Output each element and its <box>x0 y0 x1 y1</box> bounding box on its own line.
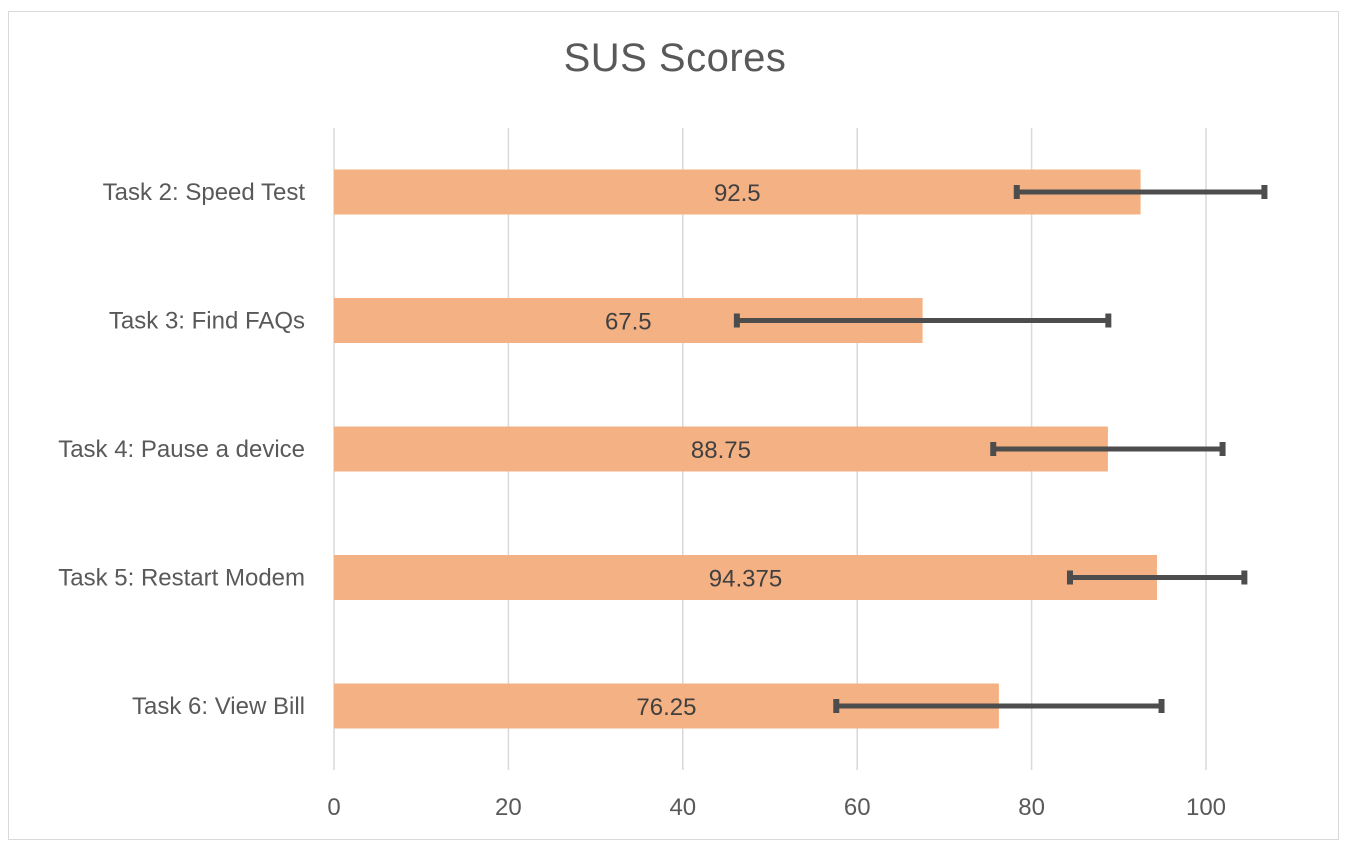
bar <box>334 426 1108 472</box>
error-bar <box>1013 185 1268 199</box>
bar <box>334 555 1157 600</box>
category-label: Task 2: Speed Test <box>103 179 306 206</box>
data-label: 92.5 <box>714 180 761 207</box>
error-bar <box>1066 570 1248 585</box>
error-bar <box>733 313 1112 328</box>
data-labels: 92.5 67.5 88.75 94.375 76.25 <box>605 180 782 721</box>
x-tick-label: 20 <box>495 794 522 821</box>
data-label: 88.75 <box>691 437 751 464</box>
category-label: Task 4: Pause a device <box>58 436 305 463</box>
error-bar <box>990 442 1226 456</box>
bars <box>334 169 1157 729</box>
x-tick-label: 80 <box>1018 794 1045 821</box>
x-tick-label: 40 <box>669 794 696 821</box>
error-bar <box>833 699 1165 713</box>
data-label: 76.25 <box>636 694 696 721</box>
error-bars <box>733 185 1268 713</box>
bar <box>334 169 1141 215</box>
x-tick-label: 100 <box>1186 794 1226 821</box>
category-label: Task 6: View Bill <box>132 693 305 720</box>
x-tick-label: 60 <box>844 794 871 821</box>
x-tick-labels: 0 20 40 60 80 100 <box>327 794 1226 821</box>
x-tick-label: 0 <box>327 794 340 821</box>
chart-title: SUS Scores <box>563 36 787 80</box>
category-label: Task 5: Restart Modem <box>58 565 305 592</box>
category-label: Task 3: Find FAQs <box>109 308 305 335</box>
data-label: 94.375 <box>709 566 782 593</box>
data-label: 67.5 <box>605 309 652 336</box>
category-labels: Task 2: Speed Test Task 3: Find FAQs Task … <box>58 179 305 720</box>
